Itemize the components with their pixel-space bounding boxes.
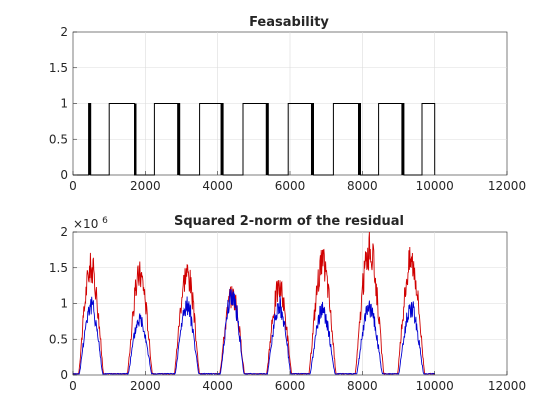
- feasability-xtick-label: 4000: [202, 179, 233, 193]
- feasability-switching-band: [265, 103, 269, 175]
- residual-xtick-label: 4000: [202, 379, 233, 393]
- feasability-xtick-label: 8000: [347, 179, 378, 193]
- feasability-xtick-label: 10000: [416, 179, 454, 193]
- residual-series: [72, 231, 435, 376]
- residual-panel: Squared 2-norm of the residual ×10 6 0 20…: [49, 214, 526, 393]
- residual-y-exponent-base: ×10: [73, 217, 98, 231]
- feasability-panel: Feasability 0 2000 4000 6000 8000 10000 120000…: [49, 15, 526, 193]
- feasability-xtick-label: 2000: [130, 179, 161, 193]
- residual-series-blue-line: [72, 288, 435, 375]
- residual-y-exponent: ×10 6: [73, 216, 108, 231]
- feasability-xtick-label: 12000: [488, 179, 526, 193]
- feasability-ytick-label: 0: [60, 168, 68, 182]
- feasability-switching-band: [134, 103, 137, 175]
- residual-xtick-label: 0: [69, 379, 77, 393]
- residual-xtick-label: 2000: [130, 379, 161, 393]
- residual-xtick-label: 10000: [416, 379, 454, 393]
- feasability-title: Feasability: [249, 15, 329, 30]
- feasability-ticks: 0 2000 4000 6000 8000 10000 12000 0 0.5 1 1.5 2: [49, 25, 526, 193]
- feasability-series: [73, 103, 436, 176]
- residual-ticks: 0 2000 4000 6000 8000 10000 12000 0 0.5 1 1.5 2: [49, 225, 526, 393]
- residual-ytick-label: 0.5: [49, 332, 68, 346]
- feasability-xtick-label: 0: [69, 179, 77, 193]
- feasability-series-line: [73, 103, 436, 176]
- feasability-switching-band: [220, 103, 224, 175]
- feasability-ytick-label: 1: [60, 97, 68, 111]
- residual-ytick-label: 1: [60, 297, 68, 311]
- residual-y-exponent-power: 6: [102, 216, 108, 226]
- feasability-switching-band: [357, 103, 361, 175]
- feasability-switching-band: [88, 103, 91, 175]
- residual-ytick-label: 1.5: [49, 261, 68, 275]
- residual-ytick-label: 0: [60, 368, 68, 382]
- feasability-xtick-label: 6000: [275, 179, 306, 193]
- residual-title: Squared 2-norm of the residual: [174, 214, 404, 229]
- feasability-ytick-label: 0.5: [49, 132, 68, 146]
- residual-ytick-label: 2: [60, 225, 68, 239]
- feasability-switching-band: [310, 103, 314, 175]
- feasability-ytick-label: 2: [60, 25, 68, 39]
- residual-xtick-label: 6000: [275, 379, 306, 393]
- feasability-switching-band: [177, 103, 180, 175]
- feasability-switching-band: [401, 103, 404, 175]
- residual-xtick-label: 8000: [347, 379, 378, 393]
- feasability-ytick-label: 1.5: [49, 61, 68, 75]
- residual-xtick-label: 12000: [488, 379, 526, 393]
